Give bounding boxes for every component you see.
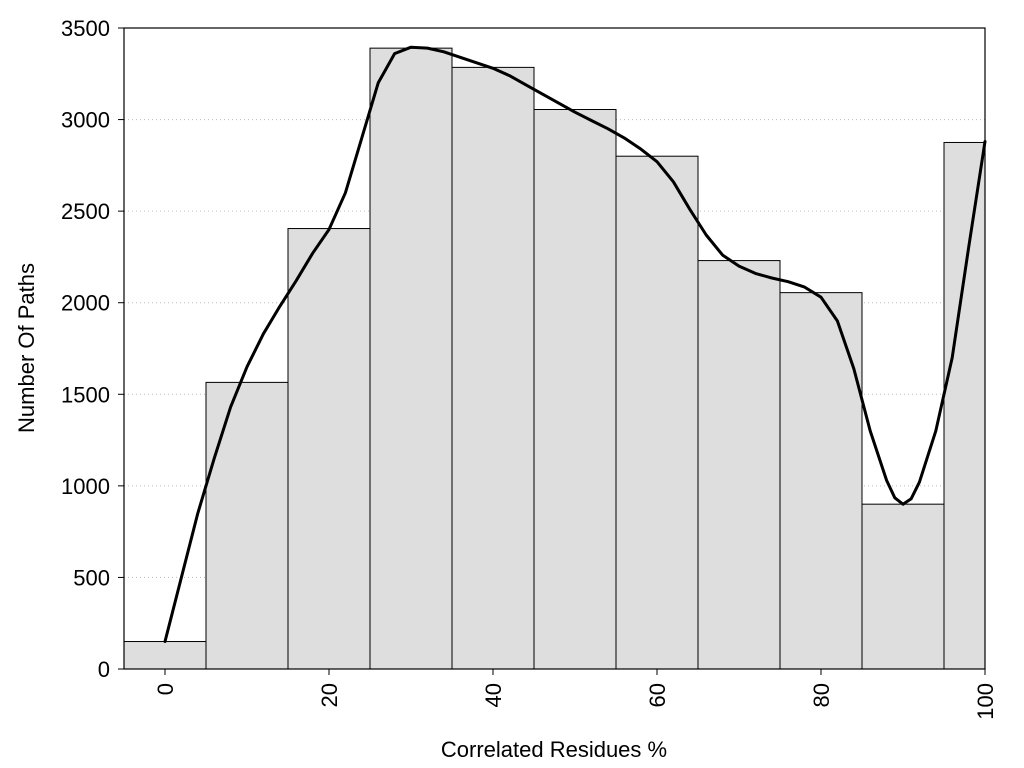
x-tick-label-1: 20 <box>317 683 342 707</box>
y-tick-label-0: 0 <box>98 657 110 682</box>
histogram-bar-30 <box>369 47 453 670</box>
x-axis-title: Correlated Residues % <box>441 737 667 762</box>
y-axis-title: Number Of Paths <box>14 263 39 433</box>
x-tick-label-0: 0 <box>153 683 178 695</box>
density-curve-line <box>163 45 987 643</box>
histogram-bar-50 <box>533 108 617 670</box>
histogram-bar-20 <box>287 228 371 670</box>
histogram-bar-60 <box>615 155 699 670</box>
x-tick-label-4: 80 <box>809 683 834 707</box>
y-tick-label-7: 3500 <box>61 16 110 41</box>
density-curve <box>163 45 987 643</box>
y-tick-label-1: 500 <box>73 565 110 590</box>
x-tick-label-2: 40 <box>481 683 506 707</box>
y-tick-label-2: 1000 <box>61 474 110 499</box>
histogram-bar-70 <box>697 260 781 670</box>
histogram-bar-10 <box>205 381 289 670</box>
histogram-bar-80 <box>779 292 863 670</box>
histogram-bar-40 <box>451 66 535 670</box>
y-tick-label-4: 2000 <box>61 291 110 316</box>
bars <box>123 47 986 670</box>
x-tick-label-5: 100 <box>973 683 998 720</box>
y-tick-label-6: 3000 <box>61 108 110 133</box>
x-tick-label-3: 60 <box>645 683 670 707</box>
x-axis: 0 20 40 60 80 100 <box>153 669 998 720</box>
y-tick-label-5: 2500 <box>61 199 110 224</box>
y-axis: 0 500 1000 1500 2000 2500 3000 3500 <box>61 16 124 682</box>
histogram-bar-100 <box>943 141 986 670</box>
histogram-bar-90 <box>861 503 945 670</box>
y-tick-label-3: 1500 <box>61 382 110 407</box>
histogram-bar-0 <box>123 641 207 670</box>
plot-frame <box>123 27 986 670</box>
